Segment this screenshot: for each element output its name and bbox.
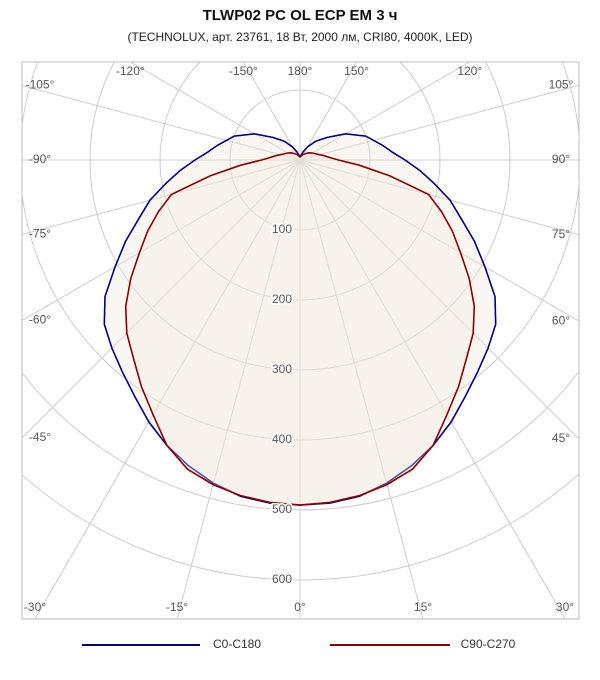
- grid-line: [130, 62, 301, 161]
- plot: [22, 62, 579, 619]
- r-tick-label: 300: [272, 362, 292, 376]
- r-tick-label: 600: [272, 572, 292, 586]
- grid-line: [299, 159, 579, 236]
- angle-label: -15°: [166, 600, 188, 614]
- grid-line: [299, 62, 358, 161]
- angle-label: 75°: [552, 227, 570, 241]
- angle-label: 15°: [414, 600, 432, 614]
- grid-line: [34, 159, 301, 619]
- angle-label: -45°: [29, 430, 51, 444]
- grid-line: [299, 84, 579, 161]
- grid-line: [242, 62, 301, 161]
- angle-label: 30°: [556, 600, 574, 614]
- curve: [124, 151, 301, 506]
- angle-label: 105°: [549, 77, 574, 91]
- angle-label: -30°: [24, 600, 46, 614]
- curve: [103, 132, 301, 506]
- grid-line: [299, 62, 470, 161]
- curve: [299, 151, 476, 506]
- grid-line: [22, 159, 301, 235]
- angle-label: 180°: [288, 64, 313, 78]
- grid-line: [299, 159, 566, 619]
- angle-label: -150°: [229, 64, 258, 78]
- r-tick-label: 500: [272, 502, 292, 516]
- angle-label: -120°: [116, 64, 145, 78]
- grid-line: [22, 85, 301, 161]
- r-tick-label: 400: [272, 432, 292, 446]
- r-tick-label: 200: [272, 292, 292, 306]
- curve-fill: [300, 133, 496, 506]
- angle-label: 150°: [344, 64, 369, 78]
- grid-line: [22, 159, 301, 321]
- grid-line: [22, 159, 301, 439]
- chart-subtitle: (TECHNOLUX, арт. 23761, 18 Вт, 2000 лм, …: [127, 30, 472, 44]
- curve: [299, 132, 497, 506]
- angle-label: 60°: [552, 313, 570, 327]
- grid-line: [299, 159, 579, 322]
- angle-label: 120°: [457, 64, 482, 78]
- curve-fill: [300, 152, 475, 506]
- legend-label: C90-C270: [461, 637, 516, 651]
- angle-label: 45°: [552, 431, 570, 445]
- angle-label: -105°: [26, 78, 55, 92]
- chart-title: TLWP02 PC OL ECP EM 3 ч: [203, 7, 398, 24]
- curve-fill: [125, 152, 300, 506]
- grid-line: [299, 159, 424, 619]
- angle-label: 90°: [552, 152, 570, 166]
- angle-label: -75°: [29, 227, 51, 241]
- angle-label: -90°: [29, 152, 51, 166]
- angle-label: -60°: [29, 313, 51, 327]
- grid-line: [299, 159, 579, 440]
- r-tick-label: 100: [272, 222, 292, 236]
- grid-line: [176, 159, 301, 619]
- overlay: -30° -15° 0° 15° 30° 45° 60° 75° 90° 105° 120° 150°…: [24, 64, 574, 614]
- curve-fill: [104, 133, 300, 506]
- legend-label: C0-C180: [213, 637, 261, 651]
- angle-label: 0°: [294, 600, 306, 614]
